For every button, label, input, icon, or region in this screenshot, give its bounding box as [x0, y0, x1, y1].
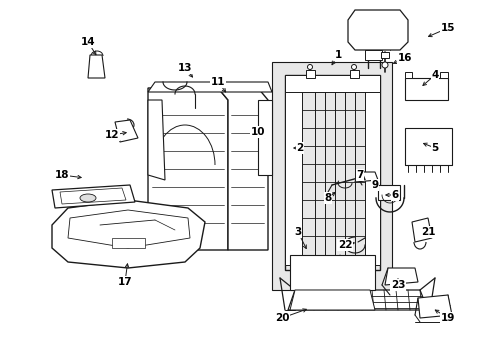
Polygon shape [88, 55, 105, 78]
Polygon shape [52, 200, 204, 268]
Text: 20: 20 [274, 313, 289, 323]
Text: 12: 12 [104, 130, 119, 140]
Polygon shape [404, 78, 447, 100]
Text: 23: 23 [390, 280, 405, 290]
Text: 2: 2 [296, 143, 303, 153]
Text: 11: 11 [210, 77, 225, 87]
Text: 9: 9 [371, 180, 378, 190]
Text: 19: 19 [440, 313, 454, 323]
Polygon shape [364, 50, 381, 60]
Polygon shape [404, 128, 451, 165]
Text: 18: 18 [55, 170, 69, 180]
Polygon shape [289, 290, 374, 310]
Text: 17: 17 [118, 277, 132, 287]
Polygon shape [305, 70, 314, 78]
Text: 5: 5 [430, 143, 438, 153]
Polygon shape [377, 185, 399, 200]
Text: 7: 7 [356, 170, 363, 180]
Polygon shape [384, 268, 417, 285]
Polygon shape [285, 75, 379, 92]
Polygon shape [380, 52, 388, 58]
Text: 15: 15 [440, 23, 454, 33]
Text: 14: 14 [81, 37, 95, 47]
Text: 13: 13 [177, 63, 192, 73]
Polygon shape [349, 70, 358, 78]
Text: 16: 16 [397, 53, 411, 63]
Text: 10: 10 [250, 127, 264, 137]
Polygon shape [347, 10, 407, 50]
Polygon shape [148, 82, 271, 92]
Text: 22: 22 [337, 240, 351, 250]
Text: 3: 3 [294, 227, 301, 237]
Polygon shape [439, 72, 447, 78]
Polygon shape [404, 72, 411, 78]
Polygon shape [364, 90, 379, 265]
Polygon shape [285, 90, 302, 265]
Polygon shape [52, 185, 135, 208]
Polygon shape [411, 218, 431, 242]
Polygon shape [289, 255, 374, 290]
Text: 4: 4 [430, 70, 438, 80]
Polygon shape [258, 100, 271, 175]
Text: 21: 21 [420, 227, 434, 237]
Circle shape [307, 64, 312, 69]
Text: 6: 6 [390, 190, 398, 200]
Text: 8: 8 [324, 193, 331, 203]
Polygon shape [417, 295, 451, 318]
Bar [271, 62, 391, 290]
Polygon shape [115, 120, 138, 142]
Polygon shape [287, 290, 427, 310]
Ellipse shape [80, 194, 96, 202]
Polygon shape [354, 172, 377, 182]
Text: 1: 1 [334, 50, 341, 60]
Polygon shape [148, 88, 227, 250]
Polygon shape [218, 88, 267, 250]
Circle shape [381, 62, 387, 68]
Polygon shape [112, 238, 145, 248]
Polygon shape [148, 100, 164, 180]
Circle shape [351, 64, 356, 69]
